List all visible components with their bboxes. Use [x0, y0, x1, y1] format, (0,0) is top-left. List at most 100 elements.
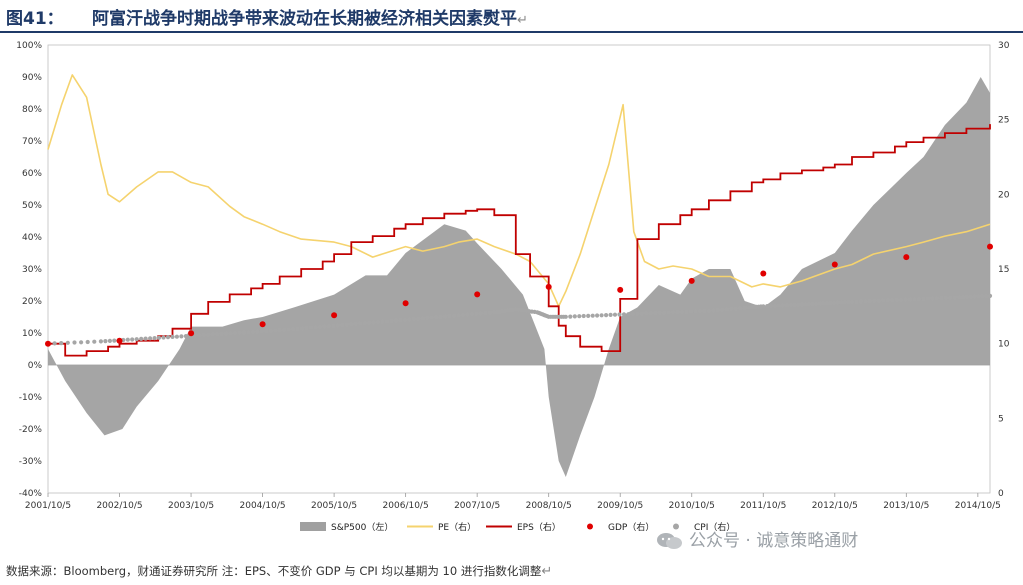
cpi-point: [215, 332, 220, 337]
cpi-point: [183, 334, 188, 339]
cpi-point: [608, 312, 613, 317]
cpi-point: [487, 310, 492, 315]
cpi-point: [282, 327, 287, 332]
cpi-point: [384, 319, 390, 324]
cpi-point: [165, 335, 171, 340]
cpi-point: [724, 307, 729, 312]
cpi-point: [846, 299, 851, 305]
cpi-point: [143, 336, 148, 341]
watermark-text: 公众号 · 诚意策略通财: [689, 531, 859, 551]
gdp-point: [188, 330, 195, 337]
legend-label-pe: PE（右）: [438, 521, 476, 533]
cpi-point: [465, 312, 470, 317]
cpi-point: [769, 303, 774, 309]
cpi-point: [371, 320, 376, 325]
cpi-point: [429, 315, 434, 320]
cpi-point: [478, 311, 483, 316]
cpi-point: [72, 340, 77, 345]
cpi-point: [577, 314, 582, 319]
cpi-point: [821, 301, 826, 306]
gdp-point: [331, 312, 338, 319]
cpi-point: [286, 327, 291, 332]
cpi-point: [452, 313, 457, 318]
chart-canvas: 100% 90% 80% 70% 60% 50% 40% 30% 20% 10% 0% -10% -20…: [16, 41, 1009, 533]
gdp-point: [402, 300, 409, 307]
cpi-point: [765, 304, 770, 309]
figure-title-text: 阿富汗战争时期战争带来波动在长期被经济相关因素熨平: [92, 9, 517, 29]
cpi-point: [268, 328, 273, 333]
cpi-point: [711, 308, 716, 313]
y-left-tick-label: 70%: [22, 137, 42, 147]
cpi-point: [586, 313, 591, 318]
x-tick-label: 2004/10/5: [240, 501, 286, 511]
cpi-point: [443, 314, 448, 319]
cpi-point: [684, 309, 689, 314]
cpi-point: [890, 298, 895, 303]
cpi-point: [702, 308, 707, 314]
gdp-point: [987, 243, 993, 250]
cpi-point: [273, 328, 278, 333]
cpi-point: [635, 311, 640, 316]
cpi-point: [291, 327, 296, 332]
cpi-point: [353, 321, 358, 326]
y-left-tick-label: 0%: [28, 361, 43, 371]
cpi-point: [237, 330, 242, 335]
eps-line: [48, 124, 991, 357]
cpi-point: [729, 306, 734, 311]
gdp-point: [545, 283, 552, 290]
cpi-point: [112, 338, 117, 343]
cpi-point: [201, 332, 206, 338]
x-tick-label: 2008/10/5: [526, 501, 572, 511]
cpi-point: [438, 314, 443, 319]
cpi-point: [976, 294, 981, 299]
cpi-point: [842, 300, 847, 305]
x-tick-label: 2009/10/5: [597, 501, 643, 511]
cpi-point: [604, 313, 609, 318]
legend-item-cpi: CPI（右）: [673, 521, 735, 533]
cpi-point: [434, 315, 439, 320]
cpi-point: [308, 325, 314, 330]
cpi-point: [894, 297, 899, 303]
cpi-point: [156, 335, 162, 340]
watermark: 公众号 · 诚意策略通财: [655, 526, 858, 551]
cpi-point: [957, 295, 962, 300]
cpi-point: [206, 332, 211, 337]
legend-label-sp500: S&P500（左）: [331, 521, 393, 533]
y-left-tick-label: 80%: [22, 105, 42, 115]
pe-line: [47, 74, 991, 308]
y-left-tick-label: 90%: [22, 73, 42, 83]
legend-item-eps: EPS（右）: [486, 521, 561, 533]
cpi-point: [389, 318, 394, 323]
cpi-point: [835, 300, 840, 305]
cpi-point: [331, 323, 336, 328]
cpi-point: [612, 312, 618, 317]
cpi-point: [630, 311, 636, 317]
cpi-point: [806, 302, 812, 307]
cpi-point: [232, 330, 238, 336]
source-text: 数据来源：Bloomberg，财通证券研究所 注：EPS、不变价 GDP 与 C…: [6, 564, 542, 578]
cpi-point: [581, 313, 586, 319]
x-tick-label: 2010/10/5: [669, 501, 715, 511]
cpi-point: [761, 304, 766, 309]
cpi-point: [425, 315, 430, 320]
cpi-point: [197, 333, 202, 338]
cpi-point: [317, 324, 323, 329]
cpi-point: [666, 310, 671, 315]
figure-title: 阿富汗战争时期战争带来波动在长期被经济相关因素熨平↵: [92, 4, 528, 29]
cpi-point: [130, 337, 135, 342]
y-right-tick-label: 0: [998, 489, 1004, 499]
cpi-point: [653, 311, 658, 316]
cpi-point: [277, 328, 282, 333]
legend-item-pe: PE（右）: [407, 521, 476, 533]
cpi-point: [259, 329, 264, 334]
y-left-tick-label: 40%: [22, 233, 42, 243]
cpi-point: [817, 301, 822, 306]
cpi-point: [380, 319, 385, 324]
cpi-point: [810, 301, 815, 306]
cpi-point: [715, 308, 720, 313]
cpi-point: [161, 335, 166, 340]
cpi-point: [139, 336, 144, 341]
y-right-tick-label: 15: [998, 265, 1009, 275]
gdp-point: [688, 277, 695, 284]
cpi-point: [250, 329, 255, 334]
